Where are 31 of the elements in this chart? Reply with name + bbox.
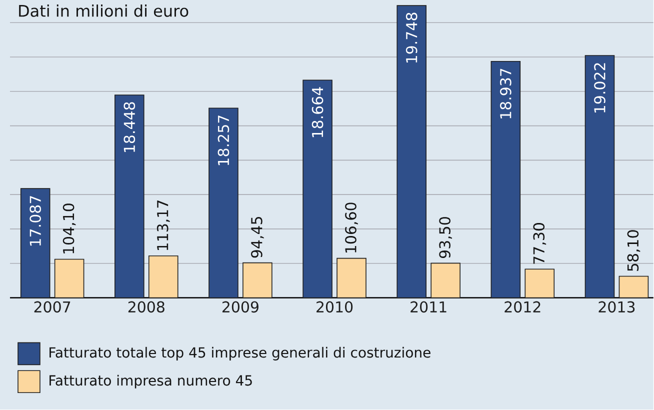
legend-label: Fatturato totale top 45 imprese generali di costruzione xyxy=(50,347,430,361)
data-label: 18.664 xyxy=(312,87,324,138)
x-tick-label: 2013 xyxy=(598,301,635,313)
x-tick-label: 2008 xyxy=(128,301,164,313)
data-label: 106,60 xyxy=(345,202,358,253)
x-tick-label: 2009 xyxy=(222,301,258,313)
data-label: 19.748 xyxy=(406,12,418,63)
data-label: 94,45 xyxy=(251,217,264,258)
data-label: 18.257 xyxy=(218,116,230,166)
bar xyxy=(54,259,84,298)
data-label: 93,50 xyxy=(439,217,452,258)
chart-title: Dati in milioni di euro xyxy=(19,4,188,18)
data-label: 58,10 xyxy=(627,230,640,272)
x-tick-label: 2012 xyxy=(504,301,540,313)
bar xyxy=(336,258,366,298)
bar xyxy=(148,256,178,298)
x-tick-label: 2011 xyxy=(410,301,446,313)
data-label: 18.937 xyxy=(500,69,512,119)
data-label: 77,30 xyxy=(533,223,546,264)
legend-label: Fatturato impresa numero 45 xyxy=(50,375,252,389)
data-label: 19.022 xyxy=(594,63,606,113)
data-label: 17.087 xyxy=(30,196,42,246)
data-label: 18.448 xyxy=(124,102,136,152)
data-label: 113,17 xyxy=(156,200,170,250)
bar xyxy=(430,262,460,298)
x-tick-label: 2007 xyxy=(34,301,70,313)
x-tick-label: 2010 xyxy=(316,301,353,313)
bar xyxy=(524,268,555,298)
bar xyxy=(242,262,272,298)
bar xyxy=(618,276,649,298)
data-label: 104,10 xyxy=(62,204,76,254)
